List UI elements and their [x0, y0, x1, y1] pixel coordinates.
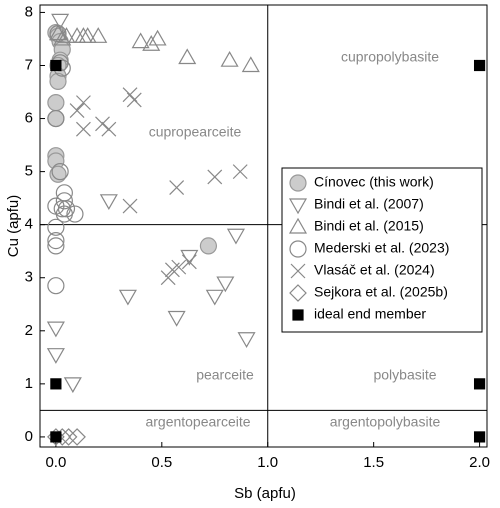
y-tick-label: 6	[25, 110, 33, 127]
y-tick-label: 0	[25, 428, 33, 445]
point	[49, 165, 67, 183]
point	[473, 59, 486, 72]
point	[101, 121, 117, 137]
legend-label: Mederski et al. (2023)	[314, 240, 449, 256]
point	[50, 59, 62, 72]
point	[131, 32, 150, 49]
point	[126, 92, 142, 108]
point	[220, 50, 239, 67]
point	[47, 277, 65, 295]
point	[169, 180, 185, 195]
legend-label: Vlasáč et al. (2024)	[314, 262, 435, 278]
point	[148, 29, 167, 46]
legend-label: ideal end member	[314, 306, 426, 322]
region-label: argentopearceite	[145, 414, 250, 430]
point	[68, 428, 86, 446]
point	[237, 332, 256, 348]
y-tick-label: 2	[25, 322, 33, 339]
y-tick-label: 8	[25, 3, 33, 20]
legend-marker	[288, 217, 308, 234]
point	[47, 237, 65, 255]
point	[47, 94, 65, 112]
legend-marker	[289, 284, 307, 302]
point	[473, 431, 486, 443]
legend-marker	[292, 309, 304, 321]
y-tick-label: 5	[25, 163, 33, 180]
point	[167, 310, 186, 327]
point	[226, 228, 245, 245]
point	[55, 192, 73, 210]
point	[142, 35, 161, 51]
point	[178, 48, 197, 65]
point	[205, 289, 224, 306]
point	[46, 321, 65, 338]
point	[232, 164, 248, 180]
y-tick-label: 3	[25, 269, 33, 286]
region-label: argentopolybasite	[330, 414, 441, 430]
point	[49, 72, 67, 91]
legend-marker	[290, 263, 306, 279]
legend-box	[281, 167, 483, 333]
y-tick-label: 1	[25, 375, 33, 392]
region-label: polybasite	[373, 367, 436, 383]
point	[51, 163, 69, 181]
point	[50, 378, 62, 390]
point	[51, 13, 70, 30]
point	[76, 95, 91, 111]
point	[50, 431, 62, 443]
region-label: cupropearceite	[149, 124, 242, 140]
point	[241, 56, 260, 73]
point	[76, 121, 91, 137]
point	[66, 205, 84, 223]
point	[57, 200, 76, 218]
y-tick-label: 4	[25, 216, 33, 233]
point	[46, 348, 65, 364]
x-tick-label: 1.0	[257, 454, 278, 471]
legend-label: Cínovec (this work)	[314, 174, 434, 190]
x-axis-label: Sb (apfu)	[234, 485, 296, 502]
x-tick-label: 0.0	[45, 454, 66, 471]
point	[95, 116, 110, 132]
x-tick-label: 2.0	[469, 454, 490, 471]
point	[48, 24, 68, 41]
x-tick-label: 0.5	[151, 454, 172, 471]
point	[47, 231, 65, 250]
point	[49, 25, 67, 43]
point	[53, 29, 72, 46]
legend-marker	[289, 174, 307, 192]
legend-label: Bindi et al. (2015)	[314, 218, 424, 234]
point	[122, 198, 138, 214]
point	[181, 254, 197, 270]
point	[199, 237, 218, 255]
legend-label: Sejkora et al. (2025b)	[314, 284, 448, 300]
point	[89, 27, 108, 43]
point	[47, 218, 65, 236]
point	[216, 276, 235, 293]
point	[473, 378, 486, 390]
point	[78, 27, 97, 43]
x-tick-label: 1.5	[363, 454, 384, 471]
point	[63, 377, 82, 394]
point	[171, 259, 187, 275]
point	[118, 289, 137, 306]
plot-frame	[39, 4, 488, 448]
point	[207, 169, 223, 185]
point	[57, 27, 76, 43]
point	[47, 109, 65, 128]
y-tick-label: 7	[25, 56, 33, 73]
legend-marker	[288, 198, 308, 215]
legend-marker	[289, 240, 307, 258]
region-label: cupropolybasite	[341, 49, 439, 65]
point	[59, 428, 78, 446]
point	[99, 194, 118, 211]
legend-label: Bindi et al. (2007)	[314, 196, 424, 212]
point	[47, 197, 65, 215]
point	[69, 103, 85, 119]
y-axis-label: Cu (apfu)	[5, 195, 22, 258]
region-label: pearceite	[196, 367, 254, 383]
